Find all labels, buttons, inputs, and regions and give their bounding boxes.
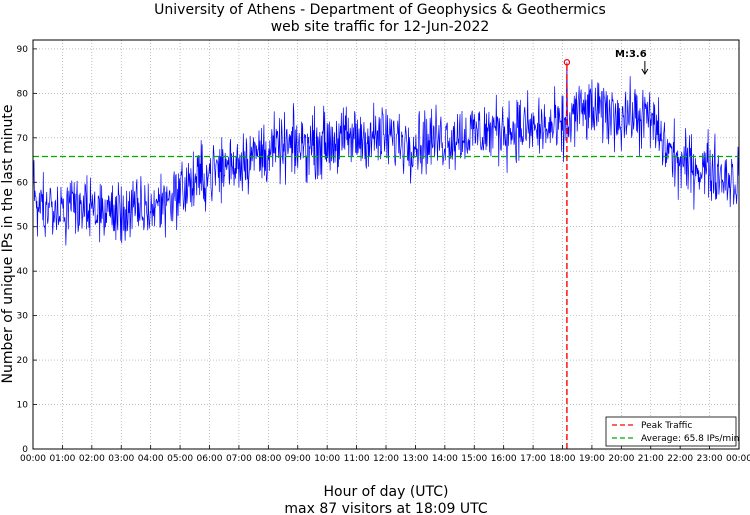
x-tick-label: 19:00 [579,454,605,464]
y-tick-label: 90 [17,45,29,55]
reference-lines [33,59,739,449]
legend-peak-label: Peak Traffic [641,421,692,431]
traffic-series-line [32,62,739,246]
y-tick-label: 50 [17,223,29,233]
grid [33,40,739,449]
x-tick-label: 06:00 [197,454,223,464]
y-ticks: 0 10 20 30 40 50 60 70 80 90 [17,45,37,455]
y-tick-label: 80 [17,89,29,99]
series [32,62,739,246]
x-tick-label: 15:00 [461,454,487,464]
y-tick-label: 20 [17,356,29,366]
x-tick-label: 01:00 [49,454,75,464]
x-tick-label: 05:00 [167,454,193,464]
x-tick-label: 21:00 [638,454,664,464]
x-ticks: 00:00 01:00 02:00 03:00 04:00 05:00 06:00 07:00… [20,445,750,464]
legend-average-label: Average: 65.8 IPs/min [641,434,739,444]
x-tick-label: 09:00 [285,454,311,464]
x-axis-caption: max 87 visitors at 18:09 UTC [284,501,487,515]
x-tick-label: 12:00 [373,454,399,464]
y-tick-label: 40 [17,267,29,277]
x-tick-label: 20:00 [608,454,634,464]
x-tick-label: 00:00 [726,454,750,464]
x-tick-label: 13:00 [402,454,428,464]
x-axis-label: Hour of day (UTC) [324,484,449,500]
chart-title-line-1: University of Athens - Department of Geo… [154,2,606,18]
x-tick-label: 23:00 [697,454,723,464]
x-tick-label: 02:00 [79,454,105,464]
x-tick-label: 03:00 [108,454,134,464]
x-tick-label: 08:00 [255,454,281,464]
x-tick-label: 04:00 [138,454,164,464]
x-tick-label: 16:00 [491,454,517,464]
annotation: M:3.6 [615,49,649,75]
legend: Peak Traffic Average: 65.8 IPs/min [605,416,739,447]
y-tick-label: 30 [17,312,29,322]
x-tick-label: 10:00 [314,454,340,464]
y-tick-label: 10 [17,401,29,411]
x-tick-label: 18:00 [550,454,576,464]
y-tick-label: 70 [17,134,29,144]
y-axis-label: Number of unique IPs in the last minute [0,105,16,384]
chart-title-line-2: web site traffic for 12-Jun-2022 [271,19,490,35]
peak-marker [563,59,571,66]
y-tick-label: 0 [22,445,28,455]
y-tick-label: 60 [17,178,29,188]
x-tick-label: 14:00 [432,454,458,464]
x-tick-label: 17:00 [520,454,546,464]
annotation-arrow-head [641,68,649,75]
x-tick-label: 11:00 [344,454,370,464]
x-tick-label: 07:00 [226,454,252,464]
annotation-label: M:3.6 [615,49,647,60]
legend-box [605,416,737,447]
x-tick-label: 22:00 [667,454,693,464]
x-tick-label: 00:00 [20,454,46,464]
